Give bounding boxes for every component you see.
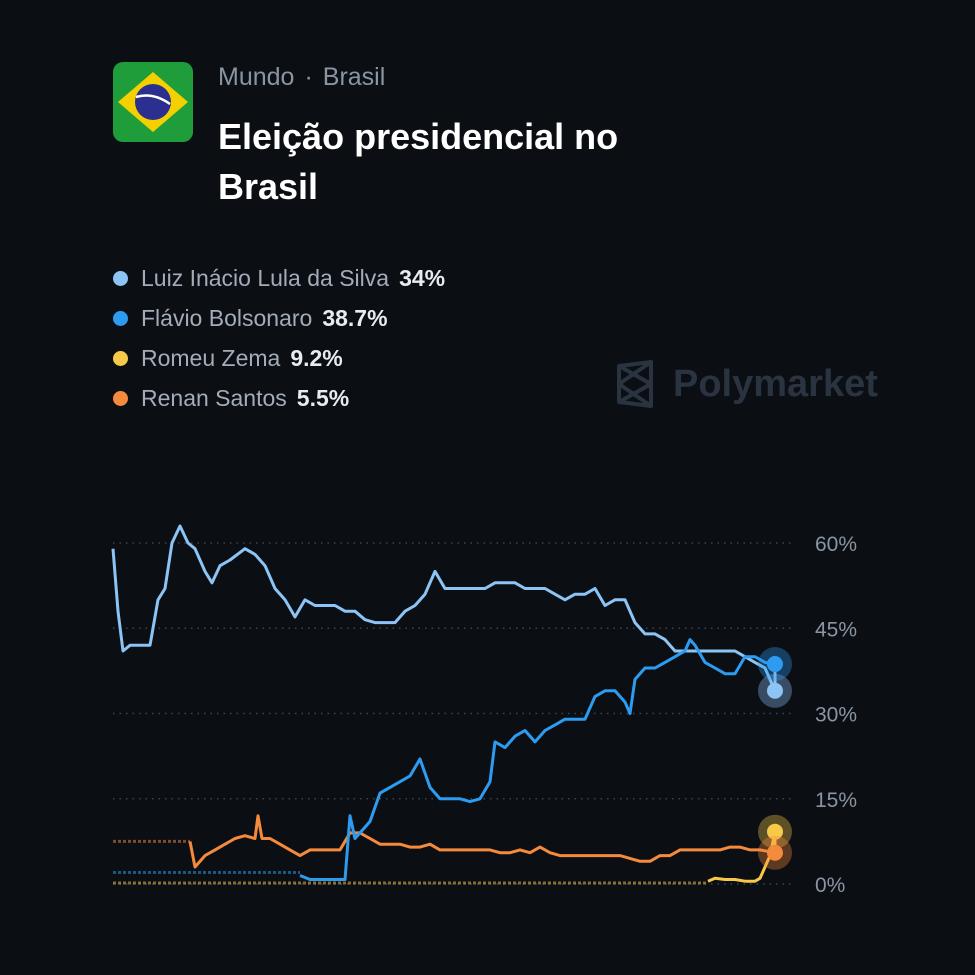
brand-name: Polymarket	[673, 362, 878, 405]
legend-item: Flávio Bolsonaro 38.7%	[113, 298, 445, 338]
legend-name: Romeu Zema	[141, 344, 281, 371]
series-line	[188, 814, 776, 869]
y-tick-label: 45%	[815, 618, 857, 641]
legend-swatch	[113, 310, 128, 326]
brazil-flag-icon	[113, 62, 193, 142]
legend-item: Renan Santos 5.5%	[113, 378, 445, 418]
polymarket-watermark: Polymarket	[615, 360, 878, 408]
page-title: Eleição presidencial no Brasil	[218, 116, 619, 207]
end-point	[767, 823, 783, 840]
legend-name: Renan Santos	[141, 384, 287, 411]
legend-name: Luiz Inácio Lula da Silva	[141, 264, 390, 291]
legend-name: Flávio Bolsonaro	[141, 304, 313, 331]
breadcrumb: Mundo · Brasil	[218, 63, 385, 92]
breadcrumb-mundo[interactable]: Mundo	[218, 63, 295, 91]
legend-swatch	[113, 270, 128, 286]
polymarket-logo-icon	[617, 360, 653, 408]
legend-value: 9.2%	[290, 344, 343, 371]
end-point	[767, 844, 783, 861]
y-tick-label: 30%	[815, 704, 857, 727]
end-point	[767, 656, 783, 673]
end-point	[767, 682, 783, 699]
legend-value: 34%	[399, 264, 446, 291]
legend-value: 38.7%	[322, 304, 388, 331]
breadcrumb-separator: ·	[304, 63, 313, 91]
chart-legend: Luiz Inácio Lula da Silva 34% Flávio Bols…	[113, 258, 445, 418]
legend-swatch	[113, 350, 128, 366]
y-tick-label: 60%	[815, 533, 857, 556]
legend-item: Romeu Zema 9.2%	[113, 338, 445, 378]
breadcrumb-brasil[interactable]: Brasil	[322, 63, 386, 91]
legend-value: 5.5%	[296, 384, 350, 411]
series-line	[299, 638, 776, 881]
series-line	[707, 831, 777, 883]
legend-swatch	[113, 390, 128, 406]
series-line	[111, 524, 777, 692]
legend-item: Luiz Inácio Lula da Silva 34%	[113, 258, 445, 298]
y-tick-label: 0%	[815, 874, 845, 897]
y-tick-label: 15%	[815, 789, 857, 812]
